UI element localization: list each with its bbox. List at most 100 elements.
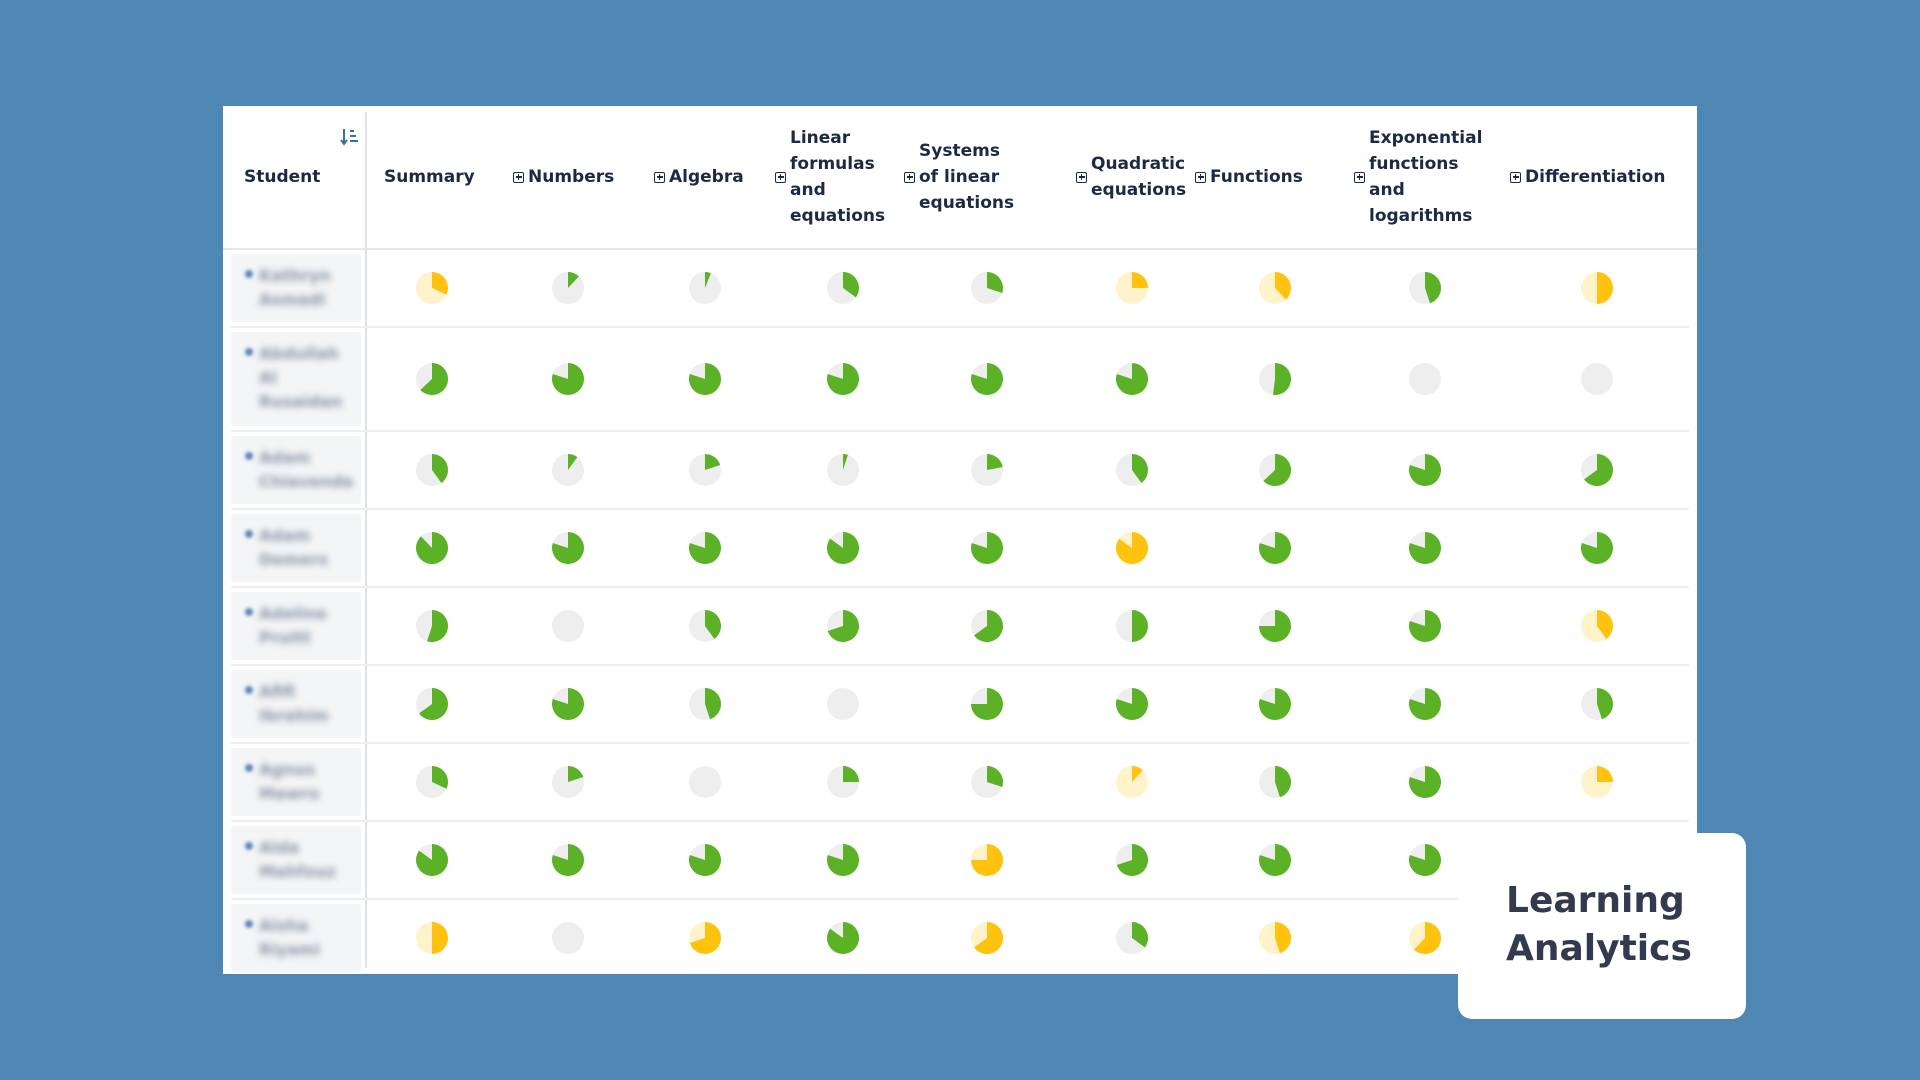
progress-pie[interactable]	[823, 450, 863, 490]
progress-pie[interactable]	[823, 918, 863, 958]
progress-pie[interactable]	[1112, 450, 1152, 490]
progress-pie[interactable]	[1405, 684, 1445, 724]
column-header-systems-of-linear-equations[interactable]: Systems of linear equations	[904, 106, 1014, 248]
progress-pie[interactable]	[1577, 684, 1617, 724]
student-name-cell[interactable]: Aida Mahfouz	[231, 826, 361, 894]
progress-pie[interactable]	[548, 684, 588, 724]
progress-pie[interactable]	[548, 268, 588, 308]
progress-pie[interactable]	[1405, 359, 1445, 399]
progress-pie[interactable]	[1112, 268, 1152, 308]
progress-pie[interactable]	[412, 268, 452, 308]
progress-pie[interactable]	[1112, 359, 1152, 399]
table-row[interactable]: Afifi Ibrahim	[231, 666, 1689, 744]
table-row[interactable]: Aida Mahfouz	[231, 822, 1689, 900]
progress-pie[interactable]	[412, 918, 452, 958]
column-header-functions[interactable]: Functions	[1195, 106, 1303, 248]
progress-pie[interactable]	[967, 762, 1007, 802]
column-header-numbers[interactable]: Numbers	[513, 106, 614, 248]
student-name-cell[interactable]: Adeline Pruitt	[231, 592, 361, 660]
progress-pie[interactable]	[1255, 684, 1295, 724]
table-row[interactable]: Kathryn Asmadi	[231, 250, 1689, 328]
student-name-cell[interactable]: Abdullah Al Rusaidan	[231, 332, 361, 426]
progress-pie[interactable]	[685, 684, 725, 724]
progress-pie[interactable]	[967, 606, 1007, 646]
table-row[interactable]: Aisha Riyami	[231, 900, 1689, 974]
progress-pie[interactable]	[548, 359, 588, 399]
student-name-cell[interactable]: Afifi Ibrahim	[231, 670, 361, 738]
progress-pie[interactable]	[1112, 840, 1152, 880]
progress-pie[interactable]	[685, 450, 725, 490]
progress-pie[interactable]	[1255, 528, 1295, 568]
progress-pie[interactable]	[1255, 918, 1295, 958]
progress-pie[interactable]	[823, 606, 863, 646]
progress-pie[interactable]	[685, 918, 725, 958]
progress-pie[interactable]	[823, 684, 863, 724]
progress-pie[interactable]	[1255, 268, 1295, 308]
student-name-cell[interactable]: Aisha Riyami	[231, 904, 361, 972]
progress-pie[interactable]	[548, 606, 588, 646]
table-row[interactable]: Adam Chiavenda	[231, 432, 1689, 510]
progress-pie[interactable]	[1405, 840, 1445, 880]
progress-pie[interactable]	[1112, 762, 1152, 802]
progress-pie[interactable]	[548, 840, 588, 880]
progress-pie[interactable]	[1112, 528, 1152, 568]
plus-square-icon[interactable]	[904, 171, 915, 183]
progress-pie[interactable]	[1112, 684, 1152, 724]
column-header-quadratic-equations[interactable]: Quadratic equations	[1076, 106, 1186, 248]
progress-pie[interactable]	[967, 450, 1007, 490]
table-row[interactable]: Agnus Mawro	[231, 744, 1689, 822]
progress-pie[interactable]	[685, 762, 725, 802]
progress-pie[interactable]	[967, 528, 1007, 568]
progress-pie[interactable]	[967, 268, 1007, 308]
progress-pie[interactable]	[823, 528, 863, 568]
column-header-linear-formulas-and-equations[interactable]: Linear formulas and equations	[775, 106, 885, 248]
progress-pie[interactable]	[685, 359, 725, 399]
progress-pie[interactable]	[823, 762, 863, 802]
progress-pie[interactable]	[1405, 762, 1445, 802]
plus-square-icon[interactable]	[1076, 171, 1087, 183]
progress-pie[interactable]	[685, 268, 725, 308]
progress-pie[interactable]	[412, 606, 452, 646]
progress-pie[interactable]	[412, 762, 452, 802]
sort-descending-icon[interactable]	[339, 126, 361, 148]
progress-pie[interactable]	[412, 684, 452, 724]
progress-pie[interactable]	[823, 840, 863, 880]
progress-pie[interactable]	[1577, 606, 1617, 646]
progress-pie[interactable]	[1255, 450, 1295, 490]
progress-pie[interactable]	[1255, 606, 1295, 646]
plus-square-icon[interactable]	[654, 171, 665, 183]
progress-pie[interactable]	[412, 450, 452, 490]
progress-pie[interactable]	[1255, 840, 1295, 880]
progress-pie[interactable]	[1577, 528, 1617, 568]
progress-pie[interactable]	[1577, 359, 1617, 399]
plus-square-icon[interactable]	[775, 171, 786, 183]
progress-pie[interactable]	[823, 359, 863, 399]
column-header-exponential-functions-and-logarithms[interactable]: Exponential functions and logarithms	[1354, 106, 1482, 248]
student-name-cell[interactable]: Adam Chiavenda	[231, 436, 361, 504]
column-header-student[interactable]: Student	[244, 106, 320, 248]
progress-pie[interactable]	[967, 918, 1007, 958]
column-header-differentiation[interactable]: Differentiation	[1510, 106, 1665, 248]
progress-pie[interactable]	[1405, 918, 1445, 958]
progress-pie[interactable]	[823, 268, 863, 308]
progress-pie[interactable]	[1577, 762, 1617, 802]
table-row[interactable]: Adam Demers	[231, 510, 1689, 588]
column-header-summary[interactable]: Summary	[384, 106, 475, 248]
table-row[interactable]: Abdullah Al Rusaidan	[231, 328, 1689, 432]
progress-pie[interactable]	[685, 606, 725, 646]
column-header-algebra[interactable]: Algebra	[654, 106, 744, 248]
progress-pie[interactable]	[548, 528, 588, 568]
progress-pie[interactable]	[412, 528, 452, 568]
plus-square-icon[interactable]	[513, 171, 524, 183]
progress-pie[interactable]	[548, 918, 588, 958]
progress-pie[interactable]	[1577, 268, 1617, 308]
progress-pie[interactable]	[1405, 528, 1445, 568]
student-name-cell[interactable]: Adam Demers	[231, 514, 361, 582]
progress-pie[interactable]	[685, 528, 725, 568]
progress-pie[interactable]	[548, 450, 588, 490]
progress-pie[interactable]	[967, 684, 1007, 724]
progress-pie[interactable]	[1112, 918, 1152, 958]
progress-pie[interactable]	[1577, 450, 1617, 490]
progress-pie[interactable]	[412, 840, 452, 880]
progress-pie[interactable]	[1405, 606, 1445, 646]
